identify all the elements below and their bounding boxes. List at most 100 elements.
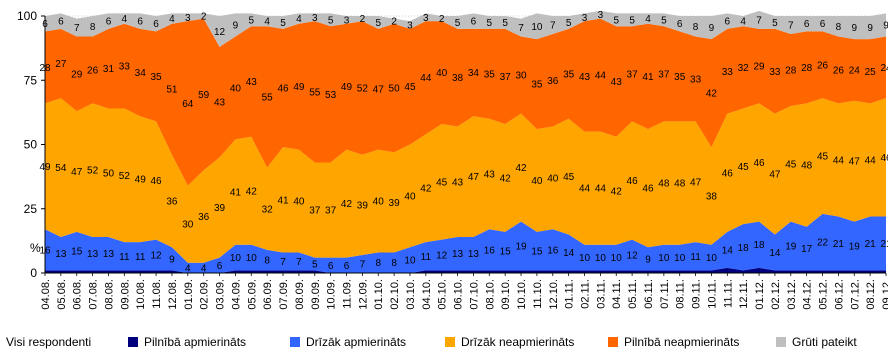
x-tick-label: 12.09. (357, 279, 369, 310)
x-axis: 04.08. 05.08. 06.08. 07.08. 08.08. 09.08. 10.0… (40, 272, 888, 310)
x-tick-label: 05.08. (56, 279, 68, 310)
data-label: 14 (722, 245, 734, 256)
y-tick-label: 75 (24, 73, 38, 87)
x-tick-label: 05.12. (818, 279, 830, 310)
x-tick-label: 06.12. (833, 279, 845, 310)
x-tick-label: 08.10. (484, 279, 496, 310)
data-label: 45 (738, 162, 750, 173)
data-label: 21 (865, 239, 877, 250)
legend-label: Drīzāk apmierināts (306, 335, 407, 349)
data-label: 10 (658, 253, 670, 264)
data-label: 7 (756, 15, 762, 26)
y-tick-label: 50 (24, 138, 38, 152)
data-label: 44 (579, 184, 591, 195)
data-label: 49 (341, 82, 353, 93)
area-pilnībā-neapmierināts (45, 18, 886, 186)
data-label: 28 (785, 65, 797, 76)
data-label: 45 (563, 172, 575, 183)
data-label: 3 (344, 15, 350, 26)
data-label: 7 (550, 20, 556, 31)
data-label: 7 (296, 257, 302, 268)
data-label: 37 (627, 69, 639, 80)
data-label: 41 (230, 188, 242, 199)
data-label: 6 (153, 19, 159, 30)
data-label: 45 (817, 152, 829, 163)
data-label: 35 (674, 72, 686, 83)
data-label: 49 (135, 175, 147, 186)
data-label: 28 (801, 63, 813, 74)
data-label: 12 (214, 27, 226, 38)
data-label: 6 (725, 17, 731, 28)
data-label: 38 (452, 73, 464, 84)
x-tick-label: 10.08. (135, 279, 147, 310)
data-label: 4 (264, 17, 270, 28)
data-label: 6 (58, 17, 64, 28)
data-label: 8 (836, 22, 842, 33)
data-label: 40 (293, 197, 305, 208)
data-label: 44 (420, 73, 432, 84)
x-tick-label: 03.09. (215, 279, 227, 310)
x-tick-label: 07.10. (468, 279, 480, 310)
data-label: 41 (277, 195, 289, 206)
data-label: 37 (309, 206, 321, 217)
data-label: 9 (851, 23, 857, 34)
data-label: 38 (706, 191, 718, 202)
data-label: 15 (531, 247, 543, 258)
data-label: 10 (246, 253, 258, 264)
data-label: 10 (595, 253, 607, 264)
x-tick-label: 01.11. (564, 279, 576, 309)
data-label: 2 (391, 17, 397, 28)
data-label: 43 (452, 177, 464, 188)
data-label: 15 (71, 247, 83, 258)
data-label: 4 (185, 263, 191, 274)
legend-swatch (445, 337, 455, 347)
data-label: 34 (135, 68, 147, 79)
legend-item-pilniba-neapmierinats: Pilnībā neapmierināts (608, 335, 739, 349)
legend-item-pilniba-apmierinats: Pilnībā apmierināts (128, 335, 246, 349)
legend-swatch (128, 337, 138, 347)
stacked-areas (45, 10, 886, 273)
legend-item-drizak-apmierinats: Drīzāk apmierināts (290, 335, 406, 349)
data-label: 52 (119, 171, 131, 182)
data-label: 30 (182, 220, 194, 231)
data-label: 4 (296, 14, 302, 25)
data-label: 11 (690, 252, 701, 263)
data-label: 10 (404, 256, 416, 267)
data-label: 4 (169, 14, 175, 25)
data-label: 32 (738, 63, 750, 74)
data-label: 54 (55, 163, 67, 174)
data-label: 3 (312, 13, 318, 24)
x-tick-label: 01.09. (183, 279, 195, 310)
data-label: 6 (217, 261, 223, 272)
data-label: 46 (722, 168, 734, 179)
data-label: 5 (312, 260, 318, 271)
legend-swatch (776, 337, 786, 347)
data-label: 47 (769, 170, 781, 181)
x-tick-label: 10.09. (326, 279, 338, 310)
data-label: 50 (389, 83, 401, 94)
data-label: 12 (627, 251, 639, 262)
data-label: 29 (753, 62, 765, 73)
data-label: 44 (595, 71, 607, 82)
data-label: 47 (690, 177, 702, 188)
data-label: 35 (151, 72, 163, 83)
data-label: 2 (201, 12, 207, 23)
data-label: 26 (817, 60, 829, 71)
data-label: 46 (753, 158, 765, 169)
data-label: 41 (642, 72, 654, 83)
x-tick-label: 08.12. (865, 279, 877, 310)
data-label: 42 (246, 186, 258, 197)
data-label: 47 (849, 157, 861, 168)
data-label: 5 (280, 18, 286, 29)
data-label: 15 (500, 247, 512, 258)
data-label: 24 (849, 65, 861, 76)
legend-swatch (290, 337, 300, 347)
data-label: 48 (674, 179, 686, 190)
data-label: 5 (772, 18, 778, 29)
y-tick-label: 25 (24, 202, 38, 216)
x-tick-label: 06.11. (643, 279, 655, 309)
x-tick-label: 12.08. (167, 279, 179, 310)
data-label: 47 (71, 167, 83, 178)
x-tick-label: 09.08. (119, 279, 131, 310)
